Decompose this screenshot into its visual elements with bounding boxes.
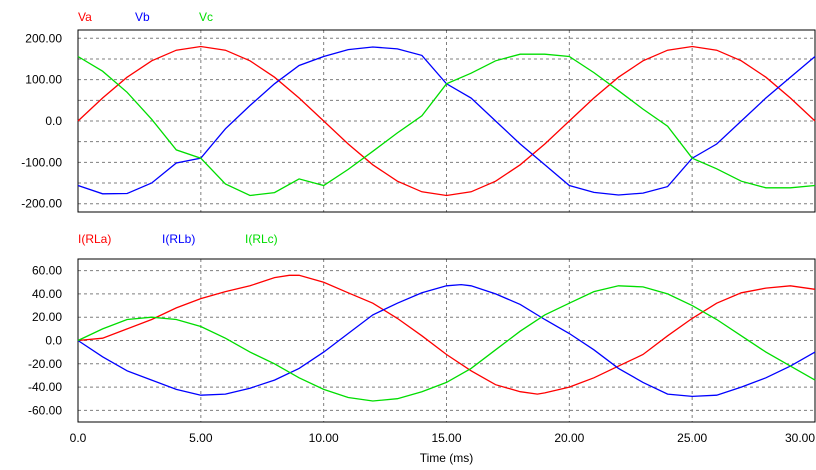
legend-label: I(RLc) (245, 232, 278, 246)
x-tick-label: 30.00 (785, 431, 815, 445)
series-line (77, 283, 816, 398)
y-tick-label: -20.00 (28, 357, 62, 371)
x-tick-label: 0.0 (70, 431, 87, 445)
x-tick-label: 20.00 (554, 431, 584, 445)
x-tick-label: 15.00 (431, 431, 461, 445)
x-tick-label: 25.00 (677, 431, 707, 445)
series-line (77, 285, 816, 402)
y-tick-label: 40.00 (32, 287, 62, 301)
y-tick-label: 100.00 (25, 73, 62, 87)
x-axis-label: Time (ms) (420, 451, 474, 465)
legend-label: I(RLb) (162, 232, 195, 246)
legend-label: Va (78, 10, 92, 24)
y-tick-label: -100.00 (21, 155, 62, 169)
y-tick-label: -60.00 (28, 403, 62, 417)
series-line (77, 53, 816, 197)
y-tick-label: 60.00 (32, 264, 62, 278)
series-line (77, 45, 816, 197)
y-tick-label: -200.00 (21, 197, 62, 211)
y-tick-label: 200.00 (25, 31, 62, 45)
y-tick-label: 0.0 (45, 114, 62, 128)
y-tick-label: -40.00 (28, 380, 62, 394)
y-tick-label: 20.00 (32, 310, 62, 324)
x-tick-label: 10.00 (309, 431, 339, 445)
legend-label: Vb (135, 10, 150, 24)
series-line (77, 274, 816, 395)
x-tick-label: 5.00 (189, 431, 213, 445)
legend-label: Vc (199, 10, 213, 24)
legend-label: I(RLa) (78, 232, 111, 246)
y-tick-label: 0.0 (45, 334, 62, 348)
